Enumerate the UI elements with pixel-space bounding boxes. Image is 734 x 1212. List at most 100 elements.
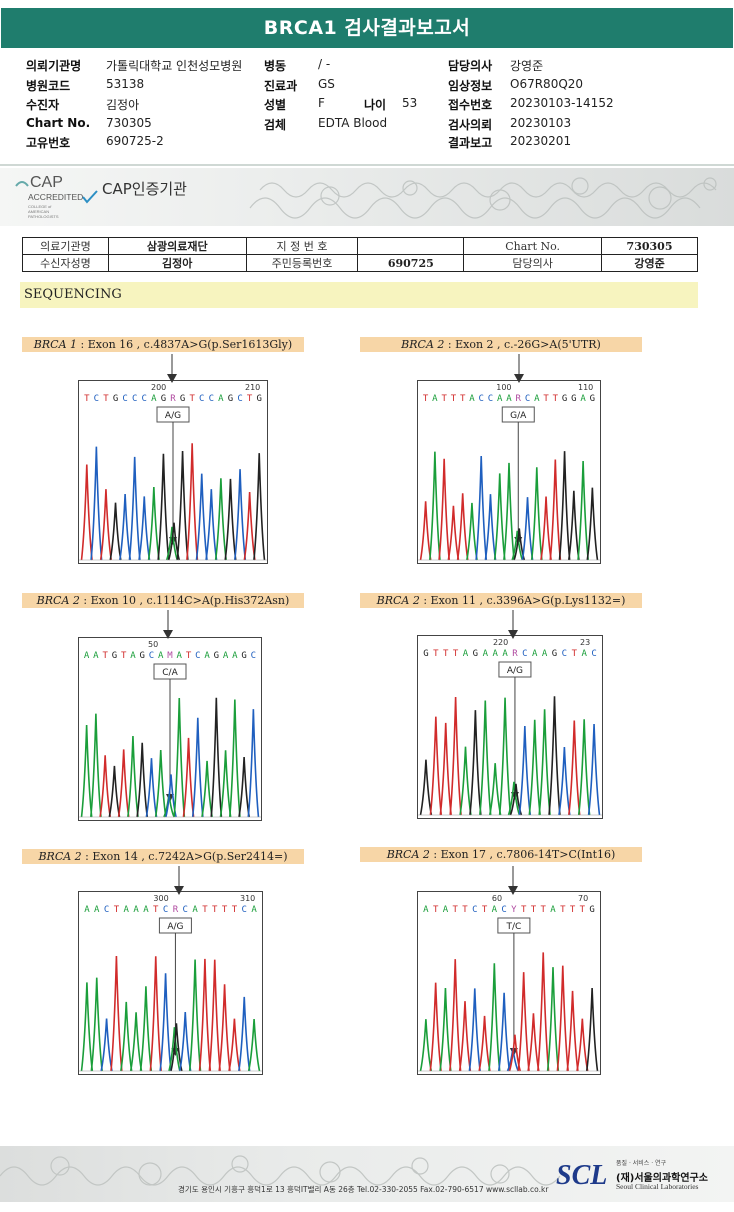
trace-peak	[228, 1018, 241, 1072]
info-value: GS	[318, 77, 335, 91]
base-letter: C	[163, 905, 168, 915]
base-letter: T	[189, 394, 195, 404]
trace-peak	[195, 473, 208, 561]
trace-peak	[201, 760, 213, 818]
base-letter: G	[241, 651, 246, 661]
base-letter: A	[469, 394, 475, 404]
trace-peak	[577, 460, 589, 561]
footer-address: 경기도 용인시 기흥구 흥덕1로 13 흥덕IT밸리 A동 26층 Tel.02…	[178, 1185, 549, 1194]
trace-peak	[577, 719, 591, 816]
trace-peak	[110, 956, 123, 1072]
gene-name: BRCA 2	[386, 848, 430, 861]
info-value: 가톨릭대학교 인천성모병원	[106, 59, 243, 73]
base-letter: T	[521, 905, 527, 915]
table-cell: 삼광의료재단	[107, 237, 247, 255]
base-letter: G	[423, 649, 428, 659]
trace-peak	[419, 501, 432, 561]
trace-peak	[567, 490, 580, 561]
gene-name: BRCA 2	[376, 594, 420, 607]
base-letter: T	[541, 905, 547, 915]
trace-peak	[228, 699, 241, 818]
base-letter: T	[462, 905, 468, 915]
trace-peak	[518, 726, 532, 816]
trace-peak	[478, 1015, 491, 1072]
base-letter: A	[251, 905, 257, 915]
base-letter: A	[492, 649, 498, 659]
base-letter: A	[502, 649, 508, 659]
trace-peak	[469, 710, 482, 816]
info-label: 접수번호	[448, 98, 493, 112]
decorative-pattern	[0, 1155, 561, 1186]
base-letter: A	[580, 394, 586, 404]
trace-peak	[540, 496, 552, 561]
trace-peak	[456, 493, 469, 561]
trace-peak	[484, 494, 497, 561]
base-letter: T	[460, 394, 466, 404]
base-letter: T	[451, 394, 457, 404]
trace-peak	[538, 709, 551, 816]
trace-peak	[233, 469, 247, 561]
base-letter: A	[581, 649, 587, 659]
gene-name: BRCA 1	[33, 338, 78, 351]
base-letter: A	[177, 651, 183, 661]
trace-peak	[138, 496, 151, 561]
info-value: / -	[318, 57, 331, 71]
base-letter: T	[186, 651, 192, 661]
trace-peak	[429, 716, 443, 816]
trace-peak	[100, 1018, 113, 1072]
trace-peak	[176, 450, 189, 561]
base-letter: A	[550, 905, 556, 915]
scl-org-en: Seoul Clinical Laboratories	[616, 1182, 699, 1191]
base-letter: G	[228, 394, 233, 404]
trace-peak	[497, 992, 511, 1072]
base-letter: T	[441, 394, 447, 404]
pointer-arrow-icon	[508, 866, 518, 895]
trace-peak	[503, 462, 515, 561]
info-label: 성별	[264, 98, 287, 112]
base-letter: G	[112, 651, 117, 661]
chromatogram-svg: 220 23G T T T A G A A A R C A A G C T A CA/G	[418, 638, 602, 816]
call-label: A/G	[165, 411, 181, 421]
table-cell: 의료기관명	[22, 237, 109, 255]
base-letter: T	[560, 905, 566, 915]
base-letter: C	[104, 905, 109, 915]
position-number: 70	[578, 894, 588, 903]
position-number: 23	[580, 638, 590, 647]
trace-peak	[556, 965, 569, 1072]
variant-desc: : Exon 11 , c.3396A>G(p.Lys1132=)	[419, 594, 626, 607]
base-letter: G	[161, 394, 166, 404]
variant-desc: : Exon 2 , c.-26G>A(5'UTR)	[444, 338, 601, 351]
trace-peak	[139, 986, 153, 1072]
base-letter: T	[121, 651, 127, 661]
info-value: EDTA Blood	[318, 116, 388, 130]
trace-peak	[243, 491, 256, 561]
age-label: 나이	[364, 98, 387, 112]
info-value: 김정아	[106, 98, 140, 112]
call-label: C/A	[162, 668, 178, 678]
trace-peak	[585, 988, 599, 1072]
chromatogram: 60 70 A T A T T C T A C Y T T T A T T T G T/C	[417, 891, 601, 1075]
chromatogram-svg: 60 70A T A T T C T A C Y T T T A T T T GT/C	[418, 894, 600, 1072]
table-cell: Chart No.	[463, 237, 603, 255]
report-title: BRCA1 검사결과보고서	[1, 8, 733, 48]
trace-peak	[198, 958, 212, 1072]
trace-peak	[566, 990, 579, 1072]
base-letter: T	[103, 394, 109, 404]
base-letter: A	[232, 651, 238, 661]
info-label: 수진자	[26, 98, 60, 112]
table-cell: 주민등록번호	[245, 254, 359, 272]
info-value: 20230103-14152	[510, 96, 614, 110]
call-label: A/G	[167, 922, 183, 932]
info-value: 53138	[106, 77, 145, 91]
trace-peak	[108, 765, 121, 818]
info-label: 검체	[264, 118, 287, 132]
base-letter: C	[562, 649, 567, 659]
footer: 경기도 용인시 기흥구 흥덕1로 13 흥덕IT밸리 A동 26층 Tel.02…	[0, 1146, 734, 1202]
info-label: 병동	[264, 59, 287, 73]
variant-desc: : Exon 16 , c.4837A>G(p.Ser1613Gly)	[77, 338, 293, 351]
panel-label: BRCA 2 : Exon 10 , c.1114C>A(p.His372Asn…	[22, 593, 304, 608]
trace-peak	[253, 453, 266, 561]
table-cell: 김정아	[107, 254, 247, 272]
trace-peak	[179, 1012, 192, 1072]
trace-peak	[80, 982, 94, 1072]
